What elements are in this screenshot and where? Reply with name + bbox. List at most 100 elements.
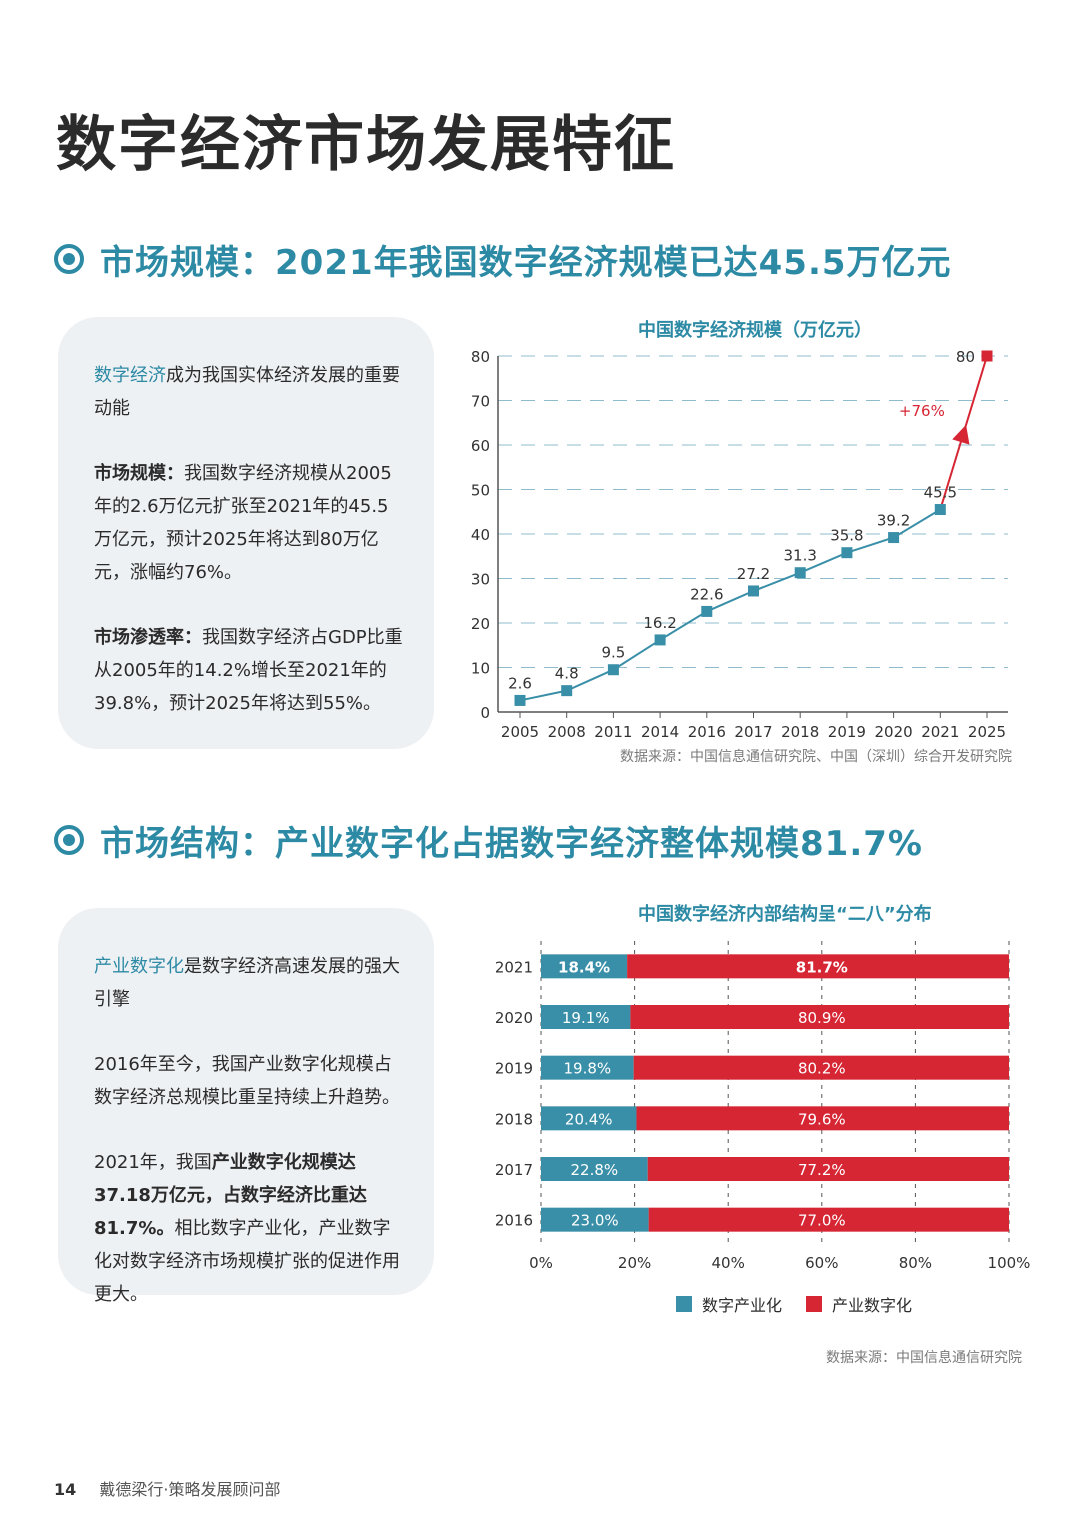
bar-industrial-digitalization: [627, 954, 1009, 979]
data-label: 22.6: [690, 585, 723, 603]
data-point: [561, 685, 573, 697]
bar-industrial-digitalization: [630, 1005, 1009, 1029]
x-tick-label: 60%: [805, 1254, 838, 1272]
bar-industrial-digitalization: [647, 1157, 1009, 1181]
growth-arrowhead: [952, 424, 970, 445]
paragraph-label: 市场规模：: [94, 463, 184, 484]
x-tick-label: 2011: [594, 723, 632, 740]
page-title: 数字经济市场发展特征: [56, 110, 676, 180]
x-tick-label: 2025: [968, 723, 1006, 740]
x-tick-label: 100%: [988, 1254, 1031, 1272]
data-label: 31.3: [783, 547, 816, 565]
legend-swatch: [806, 1296, 823, 1312]
y-category-label: 2020: [495, 1009, 533, 1027]
bar-label: 22.8%: [571, 1161, 619, 1179]
data-point: [701, 605, 713, 617]
x-tick-label: 40%: [712, 1254, 745, 1272]
x-tick-label: 2008: [548, 723, 586, 740]
bar-industrial-digitalization: [633, 1055, 1009, 1080]
paragraph-text: 2021年，我国: [94, 1152, 212, 1173]
data-point: [607, 664, 619, 676]
card-paragraph: 2016年至今，我国产业数字化规模占数字经济总规模比重呈持续上升趋势。: [94, 1048, 404, 1114]
legend-label: 产业数字化: [832, 1296, 913, 1315]
legend-item-industrial-digitalization: 产业数字化: [806, 1292, 912, 1316]
bar-label: 19.1%: [562, 1009, 610, 1027]
target-ring-icon: [54, 825, 84, 855]
data-point: [654, 634, 666, 646]
y-tick-label: 30: [471, 571, 490, 589]
target-ring-icon: [54, 244, 84, 274]
highlight-term: 产业数字化: [94, 956, 184, 977]
data-label: 45.5: [924, 484, 957, 502]
bar-chart-title: 中国数字经济内部结构呈“二八”分布: [638, 904, 932, 925]
card-paragraph: 市场规模：我国数字经济规模从2005年的2.6万亿元扩张至2021年的45.5万…: [94, 457, 404, 589]
x-tick-label: 80%: [899, 1254, 932, 1272]
bar-industrial-digitalization: [636, 1106, 1009, 1131]
paragraph-text: 我国数字经济占GDP比重从2005年的14.2%增长至2021年的39.8%，预…: [94, 627, 403, 714]
line-chart: 0 10 20 30 40 50 60 70 80 2005 2008 2011 2014 2016 201…: [471, 348, 1008, 740]
y-tick-label: 40: [471, 526, 490, 544]
x-tick-label: 20%: [618, 1254, 651, 1272]
bar-digital-industrialization: [541, 954, 628, 979]
x-tick-label: 2005: [501, 723, 539, 740]
data-label: 27.2: [737, 565, 770, 583]
y-category-label: 2021: [495, 958, 533, 976]
card-paragraph: 2021年，我国产业数字化规模达37.18万亿元，占数字经济比重达81.7%。相…: [94, 1146, 404, 1311]
paragraph-text: 是数字经济高速发展的强大引擎: [94, 956, 400, 1010]
data-label: 2.6: [508, 674, 532, 692]
bar-digital-industrialization: [541, 1106, 637, 1131]
data-source-note: 数据来源：中国信息通信研究院、中国（深圳）综合开发研究院: [620, 749, 1012, 765]
x-tick-label: 2021: [921, 723, 959, 740]
bar-digital-industrialization: [541, 1157, 648, 1181]
data-point: [748, 585, 759, 597]
section-heading-market-size: 市场规模：2021年我国数字经济规模已达45.5万亿元: [54, 231, 952, 287]
highlight-term: 数字经济: [94, 365, 166, 386]
bar-industrial-digitalization: [648, 1207, 1009, 1232]
bar-digital-industrialization: [541, 1207, 649, 1232]
y-tick-label: 70: [471, 393, 490, 411]
paragraph-text: 成为我国实体经济发展的重要动能: [94, 365, 400, 419]
legend-label: 数字产业化: [702, 1296, 783, 1315]
section-heading-text: 市场结构：产业数字化占据数字经济整体规模81.7%: [100, 823, 923, 864]
legend-swatch: [676, 1296, 692, 1312]
market-size-text-card: 数字经济成为我国实体经济发展的重要动能 市场规模：我国数字经济规模从2005年的…: [58, 317, 434, 749]
section-heading-text: 市场规模：2021年我国数字经济规模已达45.5万亿元: [100, 242, 952, 283]
bar-digital-industrialization: [541, 1005, 631, 1029]
y-category-label: 2016: [495, 1212, 533, 1230]
y-tick-label: 50: [471, 482, 490, 500]
data-point: [841, 547, 853, 559]
data-label: 80: [956, 348, 975, 366]
data-label: 9.5: [601, 644, 625, 662]
data-label: 16.2: [643, 614, 676, 632]
x-tick-label: 2019: [828, 723, 866, 740]
bar-label: 19.8%: [564, 1060, 612, 1078]
data-point: [934, 504, 946, 516]
y-tick-label: 80: [471, 348, 490, 366]
bar-label: 23.0%: [571, 1212, 619, 1230]
series-line: [519, 508, 941, 702]
bar-label: 77.0%: [798, 1212, 846, 1230]
line-chart-title: 中国数字经济规模（万亿元）: [638, 320, 872, 341]
data-point: [514, 694, 526, 706]
paragraph-text: 相比数字产业化，产业数字化对数字经济市场规模扩张的促进作用更大。: [94, 1218, 400, 1305]
market-structure-text-card: 产业数字化是数字经济高速发展的强大引擎 2016年至今，我国产业数字化规模占数字…: [58, 908, 434, 1305]
paragraph-bold: 产业数字化规模达37.18万亿元，占数字经济比重达81.7%。: [94, 1152, 367, 1239]
y-tick-label: 20: [471, 615, 490, 633]
data-point: [794, 567, 806, 579]
page-footer: 14 戴德梁行·策略发展顾问部: [54, 1476, 280, 1500]
legend-item-digital-industrialization: 数字产业化: [676, 1292, 782, 1316]
page-number: 14: [54, 1480, 77, 1499]
y-category-label: 2017: [495, 1161, 533, 1179]
x-tick-label: 0%: [529, 1254, 553, 1272]
bar-label: 80.9%: [798, 1009, 846, 1027]
bar-label: 79.6%: [798, 1110, 846, 1128]
section-heading-market-structure: 市场结构：产业数字化占据数字经济整体规模81.7%: [54, 812, 923, 868]
bar-chart-legend: 数字产业化 产业数字化: [676, 1292, 936, 1316]
stacked-bar-chart: 0% 20% 40% 60% 80% 100% 2021 18.4% 81.7% 2020 19.1…: [495, 941, 1031, 1272]
card-paragraph: 市场渗透率：我国数字经济占GDP比重从2005年的14.2%增长至2021年的3…: [94, 621, 404, 720]
data-source-note: 数据来源：中国信息通信研究院: [826, 1350, 1022, 1366]
growth-annotation: +76%: [899, 402, 945, 420]
data-label: 35.8: [830, 527, 863, 545]
bar-label: 77.2%: [798, 1161, 846, 1179]
bar-label: 81.7%: [796, 958, 848, 976]
